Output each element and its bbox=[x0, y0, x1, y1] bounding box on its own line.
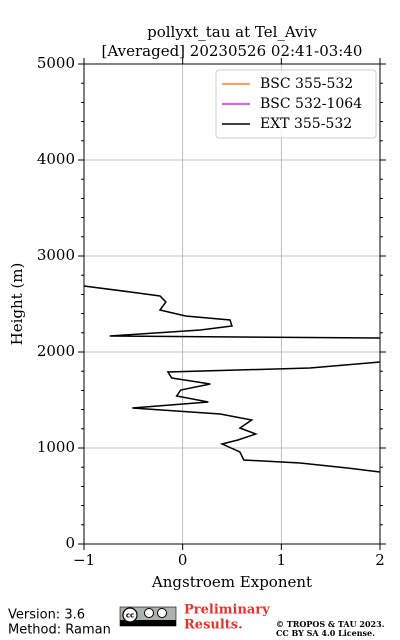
legend-box bbox=[215, 69, 377, 139]
chart-title: [Averaged] 20230526 02:41-03:40 bbox=[102, 42, 363, 60]
method: Method: Raman bbox=[8, 623, 111, 638]
x-tick-label: 2 bbox=[375, 551, 385, 569]
x-tick-label: 1 bbox=[277, 551, 287, 569]
legend-label: BSC 355-532 bbox=[260, 76, 353, 92]
legend: BSC 355-532 BSC 532-1064 EXT 355-532 bbox=[215, 69, 377, 139]
x-tick-label: −1 bbox=[73, 551, 95, 569]
y-tick-label: 1000 bbox=[37, 438, 75, 456]
y-tick-label: 4000 bbox=[37, 150, 75, 168]
legend-label: EXT 355-532 bbox=[260, 116, 352, 132]
preliminary: Preliminary bbox=[184, 603, 270, 618]
version: Version: 3.6 bbox=[8, 608, 85, 623]
svg-text:cc: cc bbox=[126, 612, 134, 620]
y-tick-label: 2000 bbox=[37, 342, 75, 360]
y-tick-label: 3000 bbox=[37, 246, 75, 264]
data-line bbox=[83, 285, 381, 473]
y-axis-label: Height (m) bbox=[8, 263, 26, 346]
y-tick-label: 0 bbox=[65, 534, 75, 552]
preliminary: Results. bbox=[184, 618, 243, 633]
copyright: CC BY SA 4.0 License. bbox=[276, 628, 375, 638]
plot-frame bbox=[83, 63, 381, 545]
x-axis-label: Angstroem Exponent bbox=[151, 573, 312, 591]
x-tick-label: 0 bbox=[178, 551, 188, 569]
cc-logo: cc bbox=[119, 606, 177, 627]
y-tick-label: 5000 bbox=[37, 54, 75, 72]
chart-title: pollyxt_tau at Tel_Aviv bbox=[147, 23, 317, 41]
legend-label: BSC 532-1064 bbox=[260, 96, 362, 112]
copyright: © TROPOS & TAU 2023. bbox=[276, 619, 385, 629]
